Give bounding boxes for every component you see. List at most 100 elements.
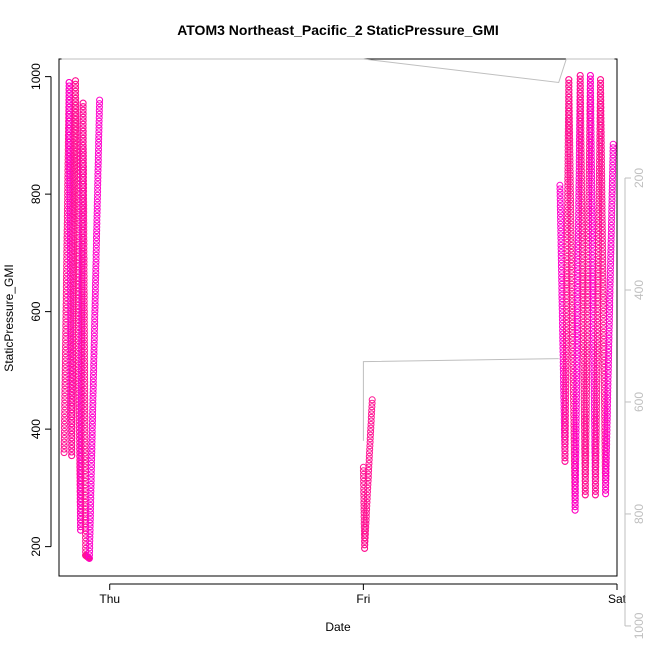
data-point — [87, 470, 95, 478]
data-point — [585, 220, 593, 227]
data-point — [95, 135, 103, 143]
data-point — [576, 82, 584, 90]
data-point — [69, 374, 76, 382]
data-point — [561, 433, 569, 441]
data-point — [70, 275, 77, 283]
data-point — [92, 279, 99, 287]
data-point — [606, 281, 614, 289]
data-point — [80, 180, 88, 188]
data-point — [572, 446, 580, 454]
data-point — [81, 382, 89, 390]
data-point — [582, 459, 590, 467]
data-point — [592, 445, 600, 453]
data-point — [80, 233, 88, 241]
data-point — [68, 423, 76, 431]
data-point — [363, 502, 371, 510]
data-point — [81, 506, 89, 513]
data-point — [87, 502, 95, 509]
data-point — [587, 128, 595, 136]
data-point — [583, 357, 591, 365]
data-point — [579, 279, 587, 287]
data-point — [60, 431, 68, 439]
data-point — [86, 530, 94, 538]
data-point — [562, 355, 570, 363]
data-point — [80, 269, 88, 277]
data-point — [593, 396, 601, 404]
data-point — [72, 77, 79, 85]
data-point — [569, 337, 577, 345]
data-point — [558, 284, 566, 292]
data-point — [565, 111, 573, 119]
data-point — [567, 210, 575, 218]
data-point — [597, 146, 605, 154]
data-point — [72, 154, 80, 162]
data-point — [588, 181, 596, 189]
data-point — [367, 424, 375, 432]
data-point — [582, 413, 590, 421]
data-point — [91, 304, 99, 312]
data-point — [579, 276, 587, 284]
data-point — [599, 251, 607, 259]
data-point — [578, 198, 586, 206]
data-point — [87, 480, 95, 488]
data-point — [79, 145, 87, 153]
data-point — [80, 216, 88, 224]
data-point — [578, 188, 586, 196]
data-point — [577, 163, 585, 171]
data-point — [584, 279, 592, 287]
data-point — [61, 399, 69, 407]
data-point — [604, 363, 612, 371]
data-point — [580, 346, 587, 354]
data-point — [587, 142, 595, 150]
data-point — [602, 490, 610, 498]
data-point — [80, 177, 87, 185]
data-point — [577, 110, 585, 118]
data-point — [592, 487, 599, 495]
data-point — [561, 440, 569, 448]
data-point — [589, 304, 597, 312]
data-point — [583, 368, 591, 376]
data-point — [602, 472, 610, 480]
data-point — [88, 459, 95, 467]
data-point — [86, 512, 94, 520]
data-point — [365, 460, 373, 467]
data-point — [362, 516, 370, 524]
data-point — [72, 98, 80, 106]
data-point — [606, 271, 614, 279]
data-point — [588, 227, 596, 235]
data-point — [578, 174, 585, 182]
data-point — [603, 444, 611, 452]
data-point — [62, 311, 70, 319]
data-point — [80, 219, 88, 227]
data-point — [572, 471, 580, 479]
data-point — [597, 118, 605, 126]
data-point — [563, 256, 571, 264]
data-point — [599, 244, 607, 252]
data-point — [598, 184, 606, 192]
data-point — [72, 161, 80, 169]
data-point — [562, 387, 570, 395]
data-point — [367, 421, 375, 428]
data-point — [588, 167, 595, 175]
y-tick-label: 600 — [29, 301, 43, 321]
data-point — [561, 457, 569, 465]
data-point — [597, 100, 605, 108]
data-point — [70, 271, 77, 279]
data-point — [582, 424, 590, 432]
data-point — [602, 479, 610, 487]
data-point — [567, 199, 575, 207]
data-point — [584, 234, 592, 242]
data-point — [592, 410, 600, 418]
data-point — [577, 135, 585, 143]
data-point — [70, 239, 78, 247]
data-point — [599, 255, 607, 263]
data-point — [573, 375, 581, 383]
data-point — [572, 443, 580, 451]
data-point — [597, 128, 605, 136]
data-point — [92, 262, 100, 270]
data-point — [598, 191, 606, 199]
data-point — [91, 322, 99, 330]
data-point — [593, 364, 601, 372]
data-point — [80, 308, 88, 316]
data-point — [558, 295, 566, 303]
